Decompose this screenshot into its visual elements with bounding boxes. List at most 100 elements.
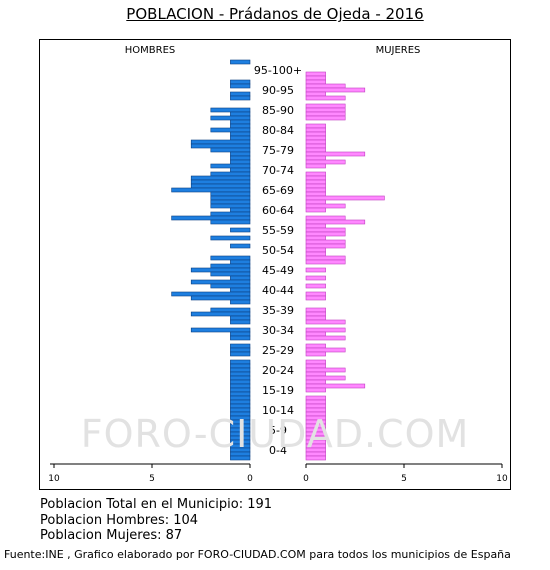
bar-mujeres [305,207,326,213]
bar-mujeres [305,239,346,245]
bar-hombres [190,175,251,181]
bar-mujeres [305,367,346,373]
bar-hombres [210,203,251,209]
age-label: 15-19 [262,384,294,397]
bar-mujeres [305,195,385,201]
age-label: 35-39 [262,304,294,317]
bar-hombres [190,139,251,145]
bar-mujeres [305,107,346,113]
bar-mujeres [305,383,366,389]
bar-mujeres [305,291,326,297]
bar-mujeres [305,155,326,161]
age-label: 30-34 [262,324,294,337]
bar-hombres [190,311,251,317]
bar-hombres [210,171,251,177]
chart-title: POBLACION - Prádanos de Ojeda - 2016 [126,5,424,23]
chart-frame: HOMBRES MUJERES 95-100+ 90-95 85-90 80-84 75-7… [39,39,511,490]
bar-hombres [210,219,251,225]
bar-mujeres [305,103,346,109]
bar-mujeres [305,151,366,157]
bar-mujeres [305,235,326,241]
bar-mujeres [305,347,346,353]
bar-mujeres [305,139,326,145]
bar-hombres [230,95,251,101]
bar-hombres [171,187,251,193]
bar-hombres [230,319,251,325]
bar-mujeres [305,455,326,461]
bar-mujeres [305,295,326,301]
bar-hombres [230,227,251,233]
bar-mujeres [305,123,326,129]
bar-hombres [210,163,251,169]
bar-mujeres [305,343,326,349]
bar-mujeres [305,223,326,229]
bar-mujeres [305,363,326,369]
bar-mujeres [305,111,346,117]
bar-hombres [230,207,251,213]
bar-hombres [210,271,251,277]
bar-hombres [230,83,251,89]
bar-mujeres [305,203,346,209]
bar-mujeres [305,251,326,257]
x-tick-label-mujeres: 0 [303,474,309,484]
bar-hombres [171,291,251,297]
age-label: 90-95 [262,84,294,97]
bar-mujeres [305,163,326,169]
stat-mujeres: Poblacion Mujeres: 87 [40,528,183,543]
bar-mujeres [305,131,326,137]
age-label: 50-54 [262,244,294,257]
age-label: 10-14 [262,404,294,417]
bar-mujeres [305,143,326,149]
bar-mujeres [305,331,326,337]
bar-mujeres [305,175,326,181]
bar-hombres [230,359,251,365]
bar-hombres [210,107,251,113]
bar-hombres [230,111,251,117]
bar-hombres [230,375,251,381]
bar-hombres [230,379,251,385]
bar-mujeres [305,215,346,221]
bar-hombres [230,371,251,377]
bar-hombres [230,287,251,293]
bar-mujeres [305,307,326,313]
bar-hombres [230,383,251,389]
bar-hombres [210,263,251,269]
bar-mujeres [305,83,346,89]
bar-hombres [210,147,251,153]
bar-mujeres [305,147,326,153]
bar-mujeres [305,75,326,81]
age-label: 60-64 [262,204,294,217]
bar-mujeres [305,327,346,333]
bar-mujeres [305,351,326,357]
bar-hombres [210,283,251,289]
bar-hombres [230,347,251,353]
x-tick-label-mujeres: 5 [401,474,407,484]
x-tick-label-hombres: 5 [149,474,155,484]
age-label: 0-4 [269,444,287,457]
bar-hombres [230,387,251,393]
bar-hombres [230,151,251,157]
bar-mujeres [305,375,346,381]
bar-mujeres [305,127,326,133]
bar-mujeres [305,359,326,365]
bar-mujeres [305,87,366,93]
bar-mujeres [305,267,326,273]
source-note: Fuente:INE , Grafico elaborado por FORO-… [4,548,511,561]
age-label: 55-59 [262,224,294,237]
bar-mujeres [305,319,346,325]
bar-mujeres [305,283,326,289]
bar-hombres [230,123,251,129]
bar-hombres [230,259,251,265]
age-label: 80-84 [262,124,294,137]
bar-mujeres [305,231,346,237]
bar-hombres [230,399,251,405]
bar-mujeres [305,95,346,101]
age-label: 40-44 [262,284,294,297]
age-label: 85-90 [262,104,294,117]
bar-hombres [230,315,251,321]
mujeres-header: MUJERES [376,45,421,56]
bar-hombres [230,343,251,349]
bar-hombres [190,327,251,333]
bar-hombres [230,351,251,357]
bar-mujeres [305,219,366,225]
